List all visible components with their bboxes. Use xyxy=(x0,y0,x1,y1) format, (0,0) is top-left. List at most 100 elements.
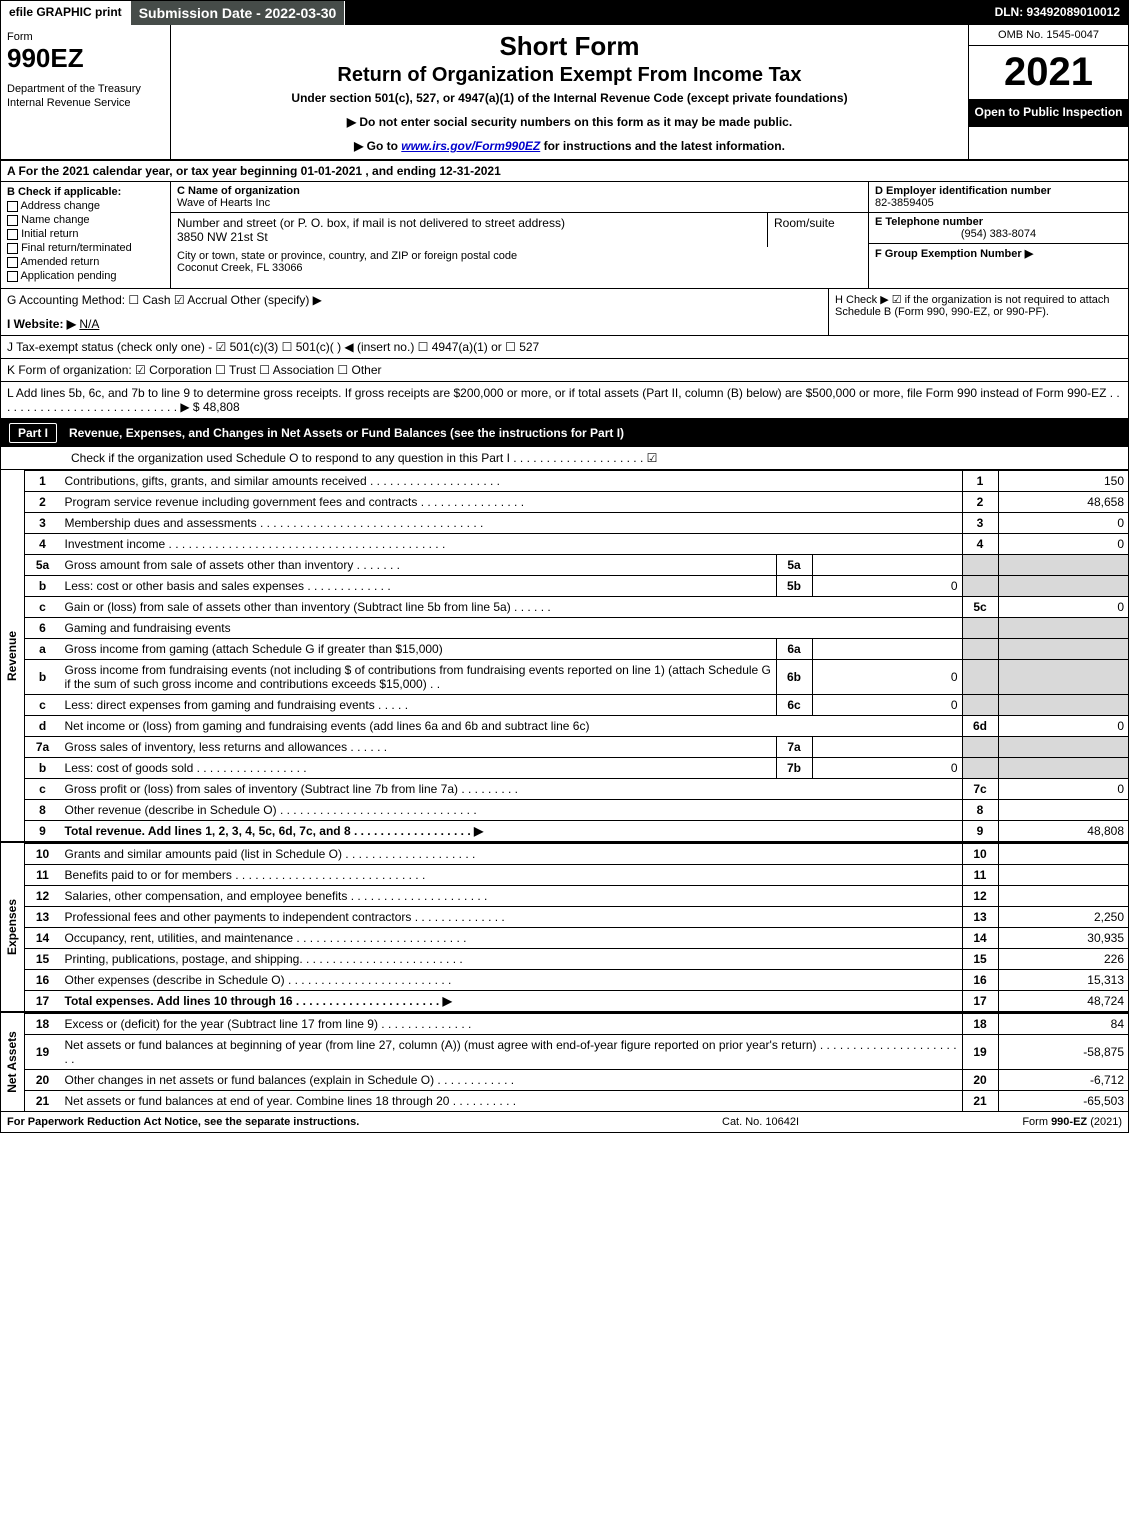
header-right: OMB No. 1545-0047 2021 Open to Public In… xyxy=(968,25,1128,159)
box-d: D Employer identification number82-38594… xyxy=(869,182,1128,213)
net-assets-section: Net Assets 18Excess or (deficit) for the… xyxy=(1,1013,1128,1112)
header-center: Short Form Return of Organization Exempt… xyxy=(171,25,968,159)
street-row: Number and street (or P. O. box, if mail… xyxy=(171,213,868,247)
expenses-table: 10Grants and similar amounts paid (list … xyxy=(25,843,1128,1011)
expenses-section: Expenses 10Grants and similar amounts pa… xyxy=(1,843,1128,1013)
city-value: Coconut Creek, FL 33066 xyxy=(177,262,303,274)
footer-cat: Cat. No. 10642I xyxy=(722,1116,922,1128)
phone-value: (954) 383-8074 xyxy=(875,228,1122,240)
row-5c: cGain or (loss) from sale of assets othe… xyxy=(25,597,1128,618)
net-assets-side-label: Net Assets xyxy=(1,1013,25,1111)
part-i-label: Part I xyxy=(9,423,57,443)
line-h: H Check ▶ ☑ if the organization is not r… xyxy=(828,289,1128,335)
entity-block: B Check if applicable: Address change Na… xyxy=(1,182,1128,289)
org-name-row: C Name of organization Wave of Hearts In… xyxy=(171,182,868,213)
row-9: 9Total revenue. Add lines 1, 2, 3, 4, 5c… xyxy=(25,821,1128,842)
note-ssn: ▶ Do not enter social security numbers o… xyxy=(181,115,958,129)
title-return: Return of Organization Exempt From Incom… xyxy=(181,64,958,87)
form-number: 990EZ xyxy=(7,43,164,74)
dln-label: DLN: 93492089010012 xyxy=(987,1,1128,25)
row-18: 18Excess or (deficit) for the year (Subt… xyxy=(25,1014,1128,1035)
tax-year: 2021 xyxy=(969,46,1128,99)
line-i: I Website: ▶ N/A xyxy=(7,317,822,331)
inspection-label: Open to Public Inspection xyxy=(969,99,1128,127)
opt-name-change: Name change xyxy=(7,214,164,226)
box-b-label: B Check if applicable: xyxy=(7,186,164,198)
line-g-h: G Accounting Method: ☐ Cash ☑ Accrual Ot… xyxy=(1,289,1128,336)
top-bar: efile GRAPHIC print Submission Date - 20… xyxy=(1,1,1128,25)
omb-number: OMB No. 1545-0047 xyxy=(969,25,1128,46)
row-6a: aGross income from gaming (attach Schedu… xyxy=(25,639,1128,660)
street-label: Number and street (or P. O. box, if mail… xyxy=(177,216,565,230)
box-c-label: C Name of organization xyxy=(177,185,300,197)
box-b: B Check if applicable: Address change Na… xyxy=(1,182,171,288)
row-7c: cGross profit or (loss) from sales of in… xyxy=(25,779,1128,800)
room-suite: Room/suite xyxy=(768,213,868,247)
footer-notice: For Paperwork Reduction Act Notice, see … xyxy=(7,1116,722,1128)
footer-form: Form 990-EZ (2021) xyxy=(922,1116,1122,1128)
net-assets-table: 18Excess or (deficit) for the year (Subt… xyxy=(25,1013,1128,1111)
box-d-e-f: D Employer identification number82-38594… xyxy=(868,182,1128,288)
row-16: 16Other expenses (describe in Schedule O… xyxy=(25,970,1128,991)
page-footer: For Paperwork Reduction Act Notice, see … xyxy=(1,1112,1128,1132)
row-19: 19Net assets or fund balances at beginni… xyxy=(25,1035,1128,1070)
row-3: 3Membership dues and assessments . . . .… xyxy=(25,513,1128,534)
row-20: 20Other changes in net assets or fund ba… xyxy=(25,1070,1128,1091)
row-8: 8Other revenue (describe in Schedule O) … xyxy=(25,800,1128,821)
part-i-check: Check if the organization used Schedule … xyxy=(1,447,1128,470)
box-e: E Telephone number(954) 383-8074 xyxy=(869,213,1128,244)
opt-application-pending: Application pending xyxy=(7,270,164,282)
opt-address-change: Address change xyxy=(7,200,164,212)
form-page: efile GRAPHIC print Submission Date - 20… xyxy=(0,0,1129,1133)
row-7a: 7aGross sales of inventory, less returns… xyxy=(25,737,1128,758)
note-link: ▶ Go to www.irs.gov/Form990EZ for instru… xyxy=(181,139,958,153)
part-i-header: Part I Revenue, Expenses, and Changes in… xyxy=(1,419,1128,447)
row-14: 14Occupancy, rent, utilities, and mainte… xyxy=(25,928,1128,949)
expenses-side-label: Expenses xyxy=(1,843,25,1011)
ein-value: 82-3859405 xyxy=(875,197,934,209)
row-10: 10Grants and similar amounts paid (list … xyxy=(25,844,1128,865)
row-5a: 5aGross amount from sale of assets other… xyxy=(25,555,1128,576)
revenue-section: Revenue 1Contributions, gifts, grants, a… xyxy=(1,470,1128,843)
line-k: K Form of organization: ☑ Corporation ☐ … xyxy=(1,359,1128,382)
row-21: 21Net assets or fund balances at end of … xyxy=(25,1091,1128,1112)
org-name: Wave of Hearts Inc xyxy=(177,197,270,209)
city-row: City or town, state or province, country… xyxy=(171,247,868,277)
title-short-form: Short Form xyxy=(181,31,958,62)
row-15: 15Printing, publications, postage, and s… xyxy=(25,949,1128,970)
row-12: 12Salaries, other compensation, and empl… xyxy=(25,886,1128,907)
line-j: J Tax-exempt status (check only one) - ☑… xyxy=(1,336,1128,359)
submission-date: Submission Date - 2022-03-30 xyxy=(131,1,346,25)
row-1: 1Contributions, gifts, grants, and simil… xyxy=(25,471,1128,492)
form-word: Form xyxy=(7,31,164,43)
street-value: 3850 NW 21st St xyxy=(177,230,268,244)
form-header: Form 990EZ Department of the Treasury In… xyxy=(1,25,1128,161)
box-c: C Name of organization Wave of Hearts In… xyxy=(171,182,868,288)
city-label: City or town, state or province, country… xyxy=(177,250,517,262)
subtitle: Under section 501(c), 527, or 4947(a)(1)… xyxy=(181,91,958,105)
box-f: F Group Exemption Number ▶ xyxy=(869,244,1128,288)
accounting-method: G Accounting Method: ☐ Cash ☑ Accrual Ot… xyxy=(7,293,822,307)
row-6c: cLess: direct expenses from gaming and f… xyxy=(25,695,1128,716)
row-6: 6Gaming and fundraising events xyxy=(25,618,1128,639)
opt-initial-return: Initial return xyxy=(7,228,164,240)
row-6d: dNet income or (loss) from gaming and fu… xyxy=(25,716,1128,737)
irs-link[interactable]: www.irs.gov/Form990EZ xyxy=(401,139,540,153)
efile-label: efile GRAPHIC print xyxy=(1,1,131,25)
row-5b: bLess: cost or other basis and sales exp… xyxy=(25,576,1128,597)
row-7b: bLess: cost of goods sold . . . . . . . … xyxy=(25,758,1128,779)
line-a: A For the 2021 calendar year, or tax yea… xyxy=(1,161,1128,182)
line-l: L Add lines 5b, 6c, and 7b to line 9 to … xyxy=(1,382,1128,419)
revenue-side-label: Revenue xyxy=(1,470,25,841)
row-4: 4Investment income . . . . . . . . . . .… xyxy=(25,534,1128,555)
part-i-title: Revenue, Expenses, and Changes in Net As… xyxy=(69,426,624,440)
row-17: 17Total expenses. Add lines 10 through 1… xyxy=(25,991,1128,1012)
opt-amended-return: Amended return xyxy=(7,256,164,268)
header-left: Form 990EZ Department of the Treasury In… xyxy=(1,25,171,159)
row-6b: bGross income from fundraising events (n… xyxy=(25,660,1128,695)
opt-final-return: Final return/terminated xyxy=(7,242,164,254)
department-label: Department of the Treasury Internal Reve… xyxy=(7,82,164,111)
row-13: 13Professional fees and other payments t… xyxy=(25,907,1128,928)
line-g: G Accounting Method: ☐ Cash ☑ Accrual Ot… xyxy=(1,289,828,335)
revenue-table: 1Contributions, gifts, grants, and simil… xyxy=(25,470,1128,841)
